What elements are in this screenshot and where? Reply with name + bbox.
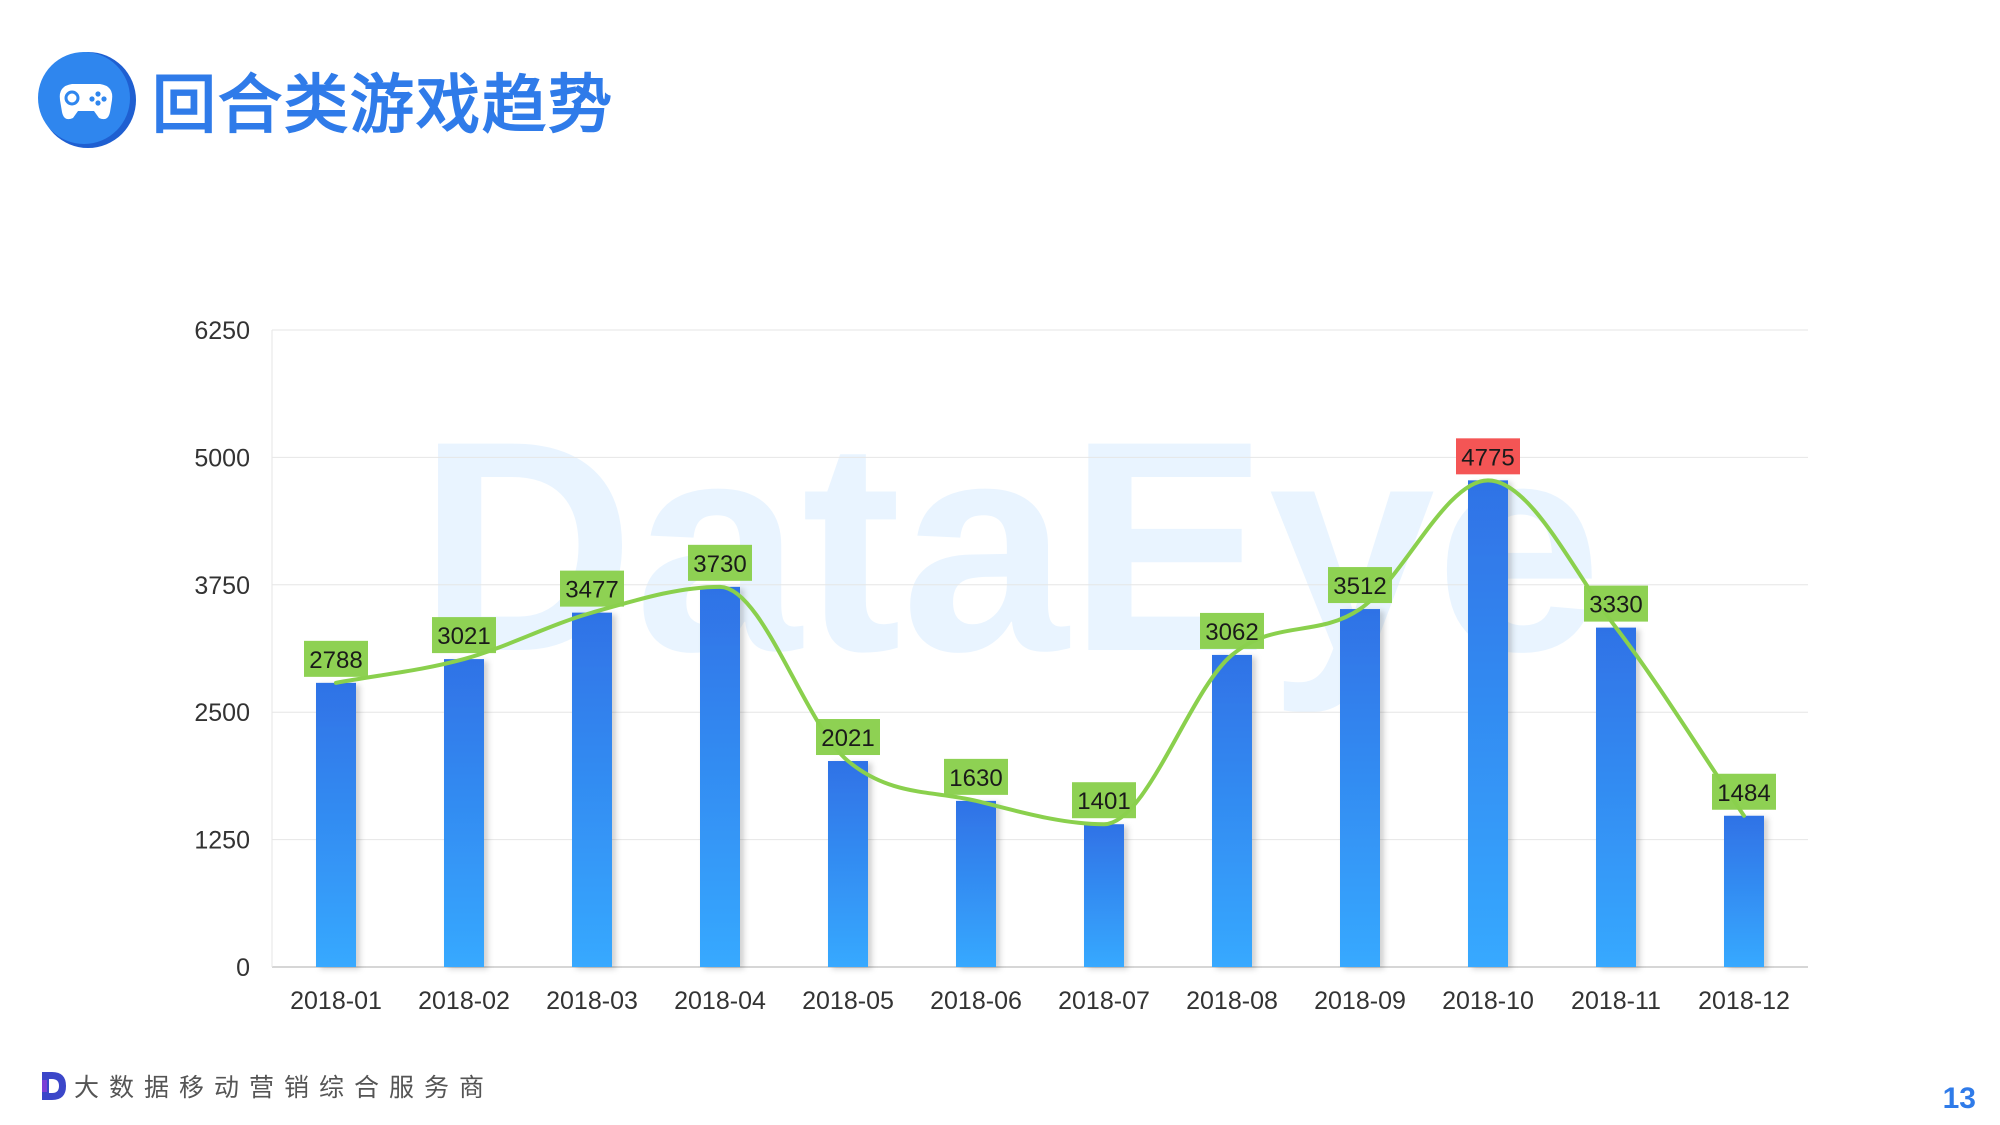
- x-tick-label: 2018-02: [418, 987, 510, 1015]
- data-label-box: [1200, 612, 1264, 649]
- trend-line: [334, 478, 1746, 827]
- data-label: 3512: [1333, 573, 1386, 600]
- x-tick-label: 2018-11: [1571, 987, 1661, 1015]
- data-label: 4775: [1461, 444, 1514, 471]
- y-tick-label: 6250: [194, 317, 250, 345]
- bar: [316, 682, 356, 967]
- bar: [444, 659, 484, 967]
- bar: [1212, 654, 1252, 967]
- data-label: 3330: [1589, 592, 1642, 619]
- grid-lines: [271, 329, 1808, 968]
- y-axis-ticks: 0 1250 2500 3750 5000 6250: [194, 317, 250, 982]
- page-title: 回合类游戏趋势: [152, 69, 614, 143]
- y-tick-label: 5000: [194, 444, 250, 472]
- bar: [828, 761, 868, 967]
- bar: [1340, 609, 1380, 967]
- x-axis-ticks: 2018-01 2018-02 2018-03 2018-04 2018-05 2018-…: [290, 987, 1790, 1015]
- bar: [1724, 815, 1764, 967]
- bar: [956, 800, 996, 967]
- y-tick-label: 3750: [194, 572, 250, 600]
- data-labels: 2788 3021 3477 3730 2021 1630 1401 3062 3512 4775…: [304, 438, 1776, 819]
- x-tick-label: 2018-06: [930, 987, 1022, 1015]
- x-tick-label: 2018-03: [546, 987, 638, 1015]
- bar: [1084, 824, 1124, 967]
- x-tick-label: 2018-01: [290, 987, 382, 1015]
- bars: [316, 480, 1764, 967]
- bar: [572, 612, 612, 967]
- x-tick-label: 2018-08: [1186, 987, 1278, 1015]
- data-label: 3730: [693, 551, 746, 578]
- dataeye-d-logo-icon: [42, 1072, 66, 1100]
- data-label: 2021: [821, 725, 874, 752]
- data-label-box: [1328, 567, 1392, 604]
- bar: [700, 586, 740, 967]
- data-label-box: [1584, 585, 1648, 622]
- bar: [1596, 627, 1636, 967]
- data-label-box: [1072, 782, 1136, 819]
- data-label-box: [304, 640, 368, 677]
- footer: 大数据移动营销综合服务商: [40, 1068, 494, 1104]
- data-label-box: [1456, 438, 1520, 475]
- data-label-box: [1712, 773, 1776, 810]
- data-label: 2788: [309, 647, 362, 674]
- data-label: 1401: [1077, 788, 1130, 815]
- data-label: 3062: [1205, 619, 1258, 646]
- page-header: 回合类游戏趋势: [38, 48, 614, 152]
- data-label-box: [816, 719, 880, 756]
- x-tick-label: 2018-12: [1698, 987, 1790, 1015]
- y-tick-label: 1250: [194, 827, 250, 855]
- footer-slogan: 大数据移动营销综合服务商: [74, 1073, 495, 1102]
- data-label-box: [688, 544, 752, 581]
- x-tick-label: 2018-09: [1314, 987, 1406, 1015]
- page-number: 13: [1942, 1082, 1976, 1115]
- x-tick-label: 2018-10: [1442, 987, 1534, 1015]
- watermark-text: DataEye: [418, 378, 1602, 716]
- bar: [1468, 480, 1508, 967]
- data-label: 1484: [1717, 780, 1770, 807]
- trend-line-group: [334, 478, 1746, 827]
- data-label-box: [944, 758, 1008, 795]
- y-tick-label: 0: [236, 954, 250, 982]
- data-label-box: [560, 570, 624, 607]
- data-label-box: [432, 617, 496, 654]
- y-tick-label: 2500: [194, 699, 250, 727]
- x-tick-label: 2018-04: [674, 987, 766, 1015]
- x-tick-label: 2018-05: [802, 987, 894, 1015]
- gamepad-icon: [38, 52, 136, 148]
- data-label: 3477: [565, 577, 618, 604]
- data-label: 3021: [437, 623, 490, 650]
- x-tick-label: 2018-07: [1058, 987, 1150, 1015]
- data-label: 1630: [949, 765, 1002, 792]
